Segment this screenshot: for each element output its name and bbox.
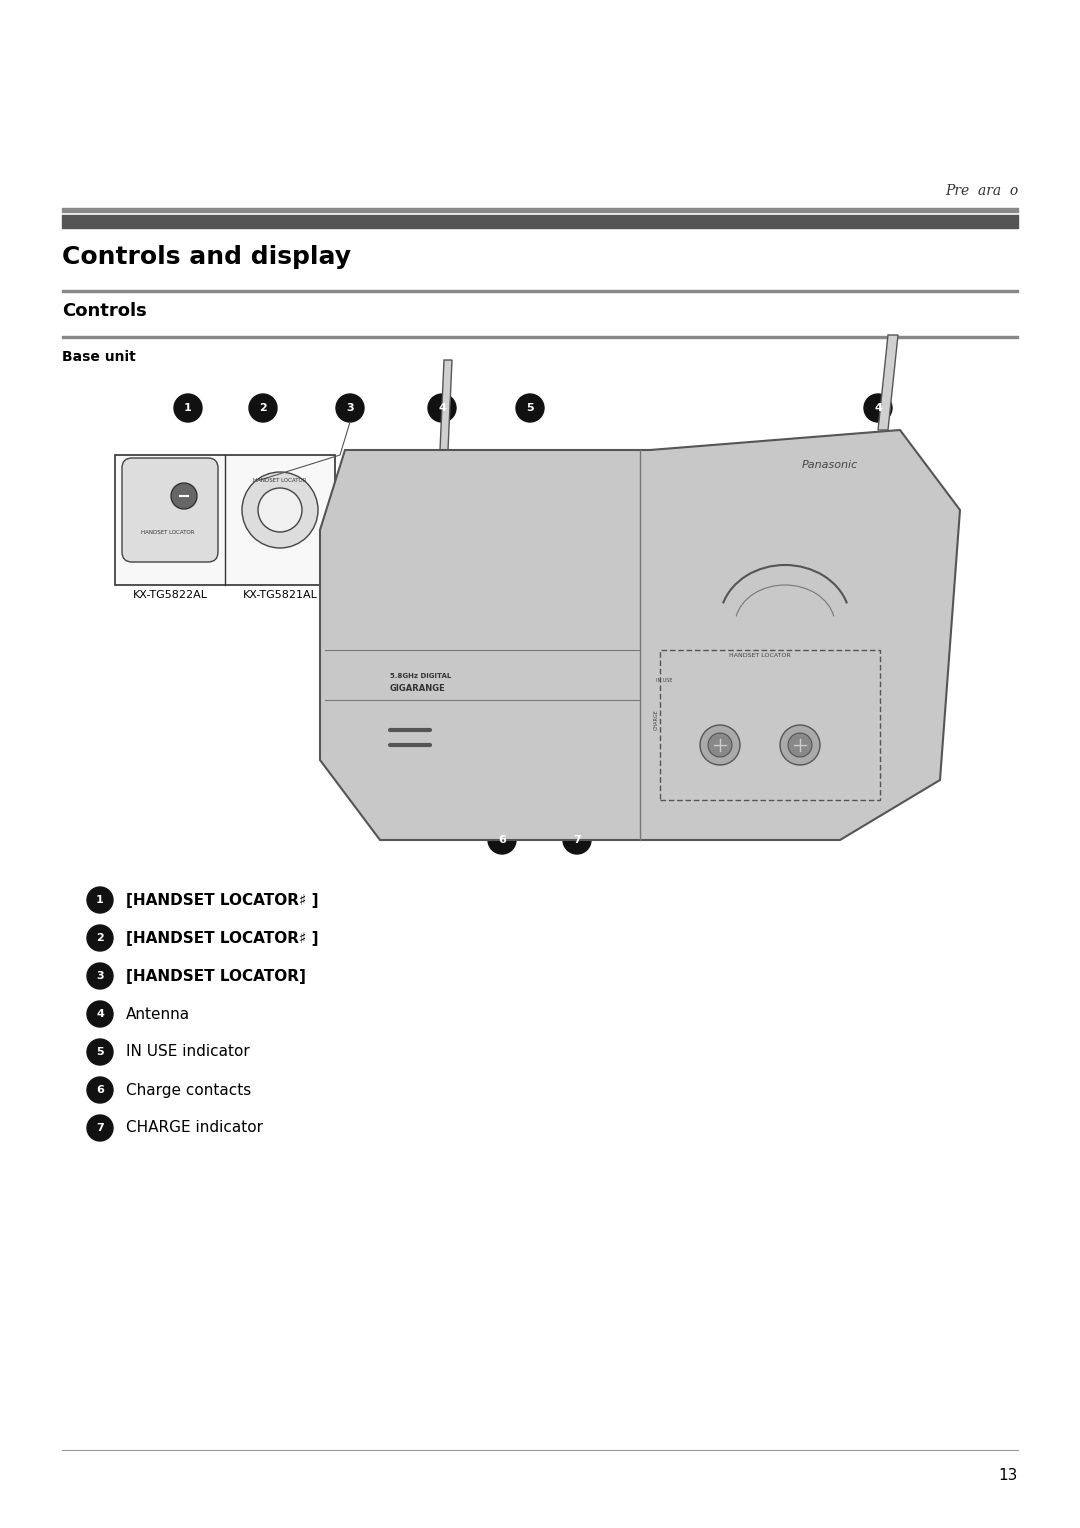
Polygon shape <box>320 429 960 840</box>
Circle shape <box>488 827 516 854</box>
Circle shape <box>87 1115 113 1141</box>
Text: HANDSET LOCATOR: HANDSET LOCATOR <box>141 530 194 535</box>
Text: 7: 7 <box>573 834 581 845</box>
Polygon shape <box>878 335 897 429</box>
Circle shape <box>87 1001 113 1027</box>
Circle shape <box>563 827 591 854</box>
Circle shape <box>249 394 276 422</box>
Text: CHARGE: CHARGE <box>653 709 659 730</box>
Circle shape <box>864 394 892 422</box>
Text: KX-TG5821AL: KX-TG5821AL <box>243 590 318 601</box>
Text: IN USE: IN USE <box>656 677 672 683</box>
Text: 6: 6 <box>96 1085 104 1096</box>
Text: 4: 4 <box>874 403 882 413</box>
Text: 1: 1 <box>96 895 104 905</box>
Text: Charge contacts: Charge contacts <box>126 1082 252 1097</box>
FancyBboxPatch shape <box>114 455 335 585</box>
Circle shape <box>242 472 318 549</box>
Circle shape <box>87 1077 113 1103</box>
Text: HANDSET LOCATOR: HANDSET LOCATOR <box>253 478 307 483</box>
Circle shape <box>258 487 302 532</box>
Text: 2: 2 <box>96 934 104 943</box>
Text: HANDSET LOCATOR: HANDSET LOCATOR <box>729 652 791 657</box>
Text: KX-TG5822AL: KX-TG5822AL <box>133 590 207 601</box>
Text: CHARGE indicator: CHARGE indicator <box>126 1120 264 1135</box>
Text: Panasonic: Panasonic <box>801 460 859 471</box>
Text: 3: 3 <box>96 970 104 981</box>
Text: 2: 2 <box>259 403 267 413</box>
Text: 4: 4 <box>438 403 446 413</box>
Circle shape <box>87 1039 113 1065</box>
Circle shape <box>700 724 740 766</box>
Text: IN USE indicator: IN USE indicator <box>126 1045 249 1059</box>
FancyBboxPatch shape <box>660 649 880 801</box>
Text: 5: 5 <box>526 403 534 413</box>
Circle shape <box>708 733 732 756</box>
Circle shape <box>174 394 202 422</box>
Text: 13: 13 <box>999 1468 1018 1484</box>
Text: 3: 3 <box>347 403 354 413</box>
Circle shape <box>87 886 113 914</box>
Circle shape <box>780 724 820 766</box>
Text: 5: 5 <box>96 1047 104 1057</box>
Text: 6: 6 <box>498 834 505 845</box>
Circle shape <box>788 733 812 756</box>
Text: 4: 4 <box>96 1008 104 1019</box>
Text: Controls and display: Controls and display <box>62 244 351 269</box>
Text: GIGARANGE: GIGARANGE <box>390 683 446 692</box>
Text: Controls: Controls <box>62 303 147 319</box>
Text: [HANDSET LOCATOR]: [HANDSET LOCATOR] <box>126 969 306 984</box>
Circle shape <box>171 483 197 509</box>
Text: 1: 1 <box>184 403 192 413</box>
Circle shape <box>87 963 113 989</box>
FancyBboxPatch shape <box>122 458 218 562</box>
Polygon shape <box>440 361 453 451</box>
Text: Base unit: Base unit <box>62 350 136 364</box>
Text: Antenna: Antenna <box>126 1007 190 1022</box>
Text: 7: 7 <box>96 1123 104 1132</box>
Circle shape <box>87 924 113 950</box>
Text: 5.8GHz DIGITAL: 5.8GHz DIGITAL <box>390 672 451 678</box>
Text: [HANDSET LOCATOR♯ ]: [HANDSET LOCATOR♯ ] <box>126 892 319 908</box>
Text: [HANDSET LOCATOR♯ ]: [HANDSET LOCATOR♯ ] <box>126 931 319 946</box>
Text: Pre  ara  o: Pre ara o <box>945 183 1018 199</box>
Circle shape <box>336 394 364 422</box>
Circle shape <box>428 394 456 422</box>
Circle shape <box>516 394 544 422</box>
